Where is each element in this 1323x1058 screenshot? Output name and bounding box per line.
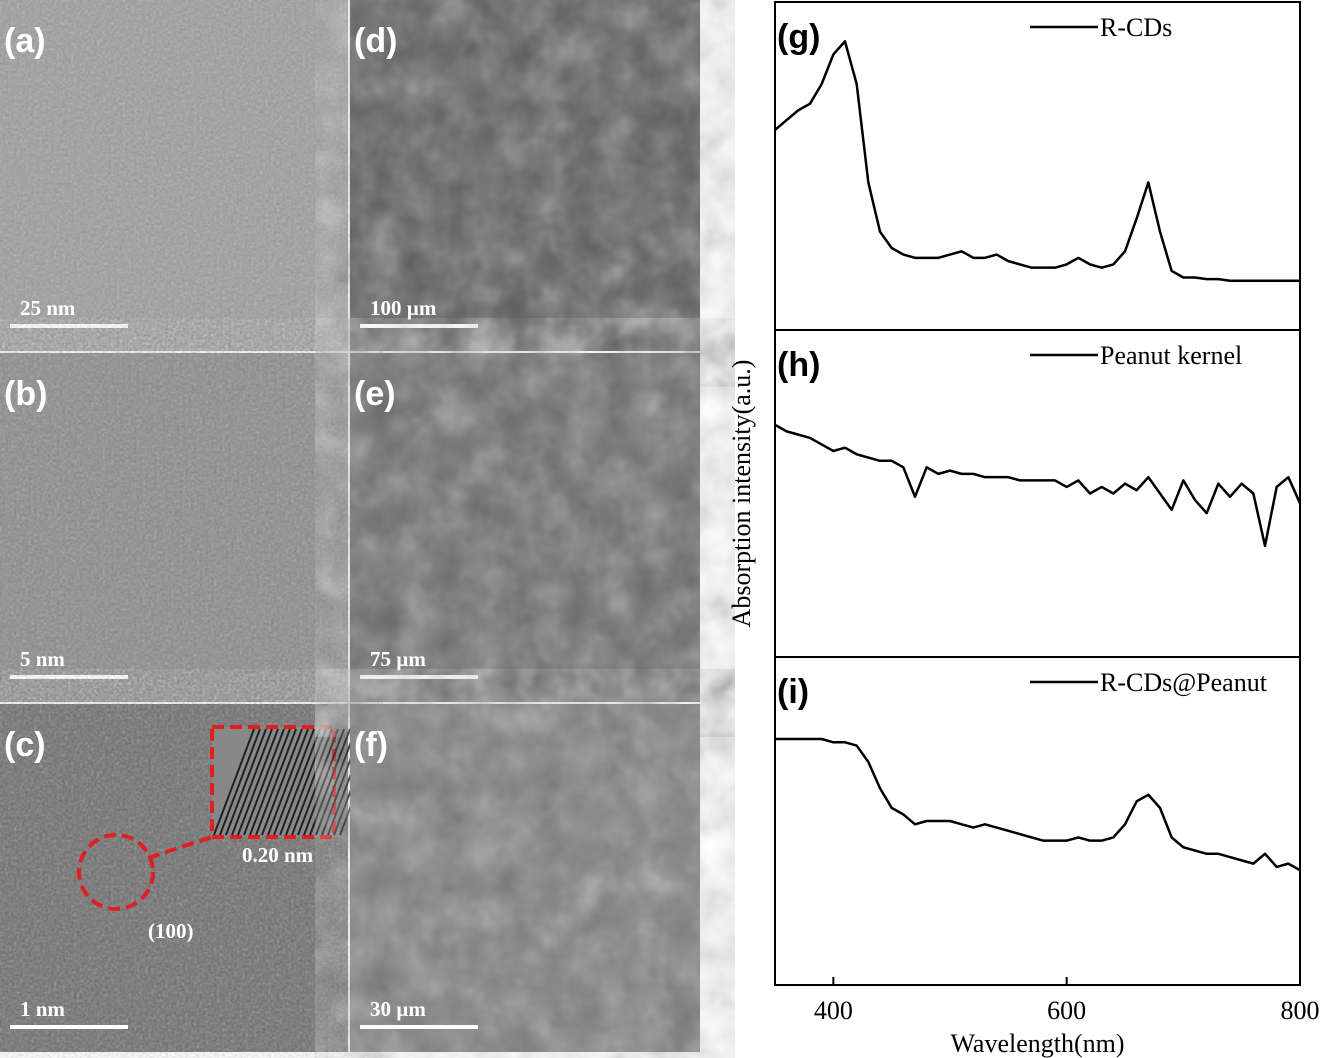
legend-entry: R-CDs [1100, 13, 1172, 42]
texture [0, 0, 348, 351]
fringe [237, 728, 279, 836]
fringe [243, 728, 285, 836]
connector [147, 835, 213, 860]
fringe [285, 728, 327, 836]
plane-label: (100) [148, 919, 194, 943]
fringe [267, 728, 309, 836]
panel-label: (e) [354, 375, 396, 413]
fringe [303, 728, 345, 836]
panel-label: (g) [777, 18, 820, 56]
legend-entry: Peanut kernel [1100, 341, 1242, 370]
plot-frame [774, 1, 1301, 986]
fringe [261, 728, 303, 836]
fringe [279, 728, 321, 836]
scale-bar-label: 100 µm [370, 296, 437, 320]
texture [350, 353, 700, 702]
scale-bar-label: 30 µm [370, 997, 426, 1021]
spectrum-line [774, 423, 1302, 548]
fringe [225, 728, 267, 836]
region [77, 833, 155, 911]
fringe [297, 728, 339, 836]
texture [0, 353, 348, 702]
texture [350, 704, 700, 1052]
panel-label: (c) [4, 726, 46, 764]
fringe [255, 728, 297, 836]
fringe [249, 728, 291, 836]
scale-bar-label: 25 nm [20, 296, 76, 320]
x-tick-label: 400 [814, 996, 853, 1025]
fringe [315, 728, 357, 836]
spectrum-line [774, 40, 1300, 283]
x-tick-label: 800 [1281, 996, 1320, 1025]
y-axis-label: Absorption intensity(a.u.) [727, 360, 756, 628]
fringe [309, 728, 351, 836]
fringe [219, 728, 261, 836]
texture [350, 0, 700, 351]
scale-bar-label: 5 nm [20, 647, 65, 671]
fringe [273, 728, 315, 836]
panel-label: (h) [777, 346, 820, 384]
fringe [231, 728, 273, 836]
panel-label: (b) [4, 375, 47, 413]
scale-bar-label: 75 µm [370, 647, 426, 671]
scale-bar-label: 1 nm [20, 997, 65, 1021]
fringe [291, 728, 333, 836]
panel-label: (d) [354, 22, 397, 60]
panel-label: (a) [4, 22, 46, 60]
panel-label: (f) [354, 726, 388, 764]
x-axis-label: Wavelength(nm) [950, 1029, 1124, 1058]
fringe [213, 728, 255, 836]
panel-label: (i) [777, 673, 809, 711]
spectrum-line [775, 737, 1301, 872]
x-tick-label: 600 [1047, 996, 1086, 1025]
legend-entry: R-CDs@Peanut [1100, 668, 1268, 697]
spacing-label: 0.20 nm [242, 843, 314, 867]
